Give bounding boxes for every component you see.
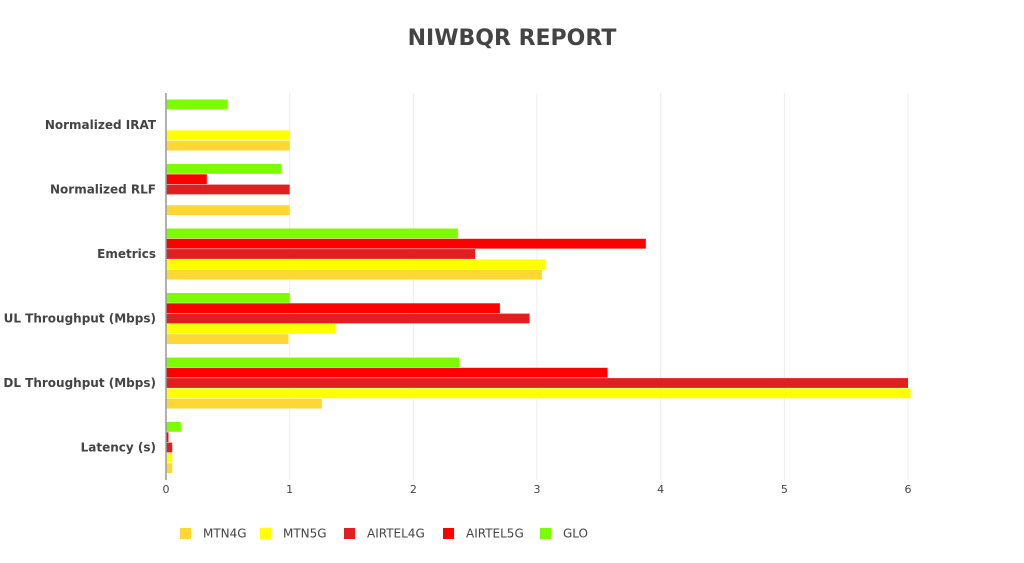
legend-label[interactable]: MTN5G — [283, 527, 327, 541]
x-tick-label: 1 — [286, 483, 293, 496]
bar — [166, 303, 500, 314]
x-tick-label: 2 — [410, 483, 417, 496]
bar — [166, 249, 476, 259]
legend-swatch[interactable] — [180, 528, 191, 539]
bar — [166, 442, 173, 453]
bar — [166, 422, 181, 432]
x-tick-label: 5 — [781, 483, 788, 496]
bar — [166, 130, 290, 141]
legend-swatch[interactable] — [540, 528, 551, 539]
bar — [166, 228, 458, 239]
bar — [166, 259, 546, 270]
bar — [166, 293, 290, 303]
y-tick-label: Emetrics — [97, 247, 156, 261]
chart-title: NIWBQR REPORT — [408, 26, 617, 51]
y-tick-label: Normalized RLF — [50, 182, 156, 196]
legend-label[interactable]: GLO — [563, 527, 588, 541]
bar — [166, 164, 282, 174]
bar — [166, 269, 542, 280]
bar — [166, 452, 173, 463]
bar — [166, 174, 207, 185]
bar — [166, 367, 608, 378]
bar — [166, 184, 290, 195]
bar — [166, 334, 289, 344]
legend-swatch[interactable] — [344, 528, 355, 539]
bar — [166, 323, 336, 334]
x-tick-label: 3 — [534, 483, 541, 496]
bar — [166, 398, 322, 409]
legend-swatch[interactable] — [260, 528, 271, 539]
bar — [166, 140, 290, 151]
bar — [166, 432, 169, 443]
y-tick-label: DL Throughput (Mbps) — [3, 376, 156, 390]
bar — [166, 463, 173, 473]
bar — [166, 378, 908, 388]
bar — [166, 313, 530, 324]
legend-swatch[interactable] — [443, 528, 454, 539]
y-tick-label: UL Throughput (Mbps) — [4, 311, 156, 325]
legend-label[interactable]: MTN4G — [203, 527, 247, 541]
bar — [166, 99, 228, 110]
x-tick-label: 4 — [657, 483, 664, 496]
y-tick-label: Normalized IRAT — [45, 118, 157, 132]
x-tick-label: 6 — [905, 483, 912, 496]
bar — [166, 205, 290, 215]
legend-label[interactable]: AIRTEL5G — [466, 527, 524, 541]
y-tick-label: Latency (s) — [81, 440, 156, 454]
legend-label[interactable]: AIRTEL4G — [367, 527, 425, 541]
bar — [166, 238, 646, 249]
x-tick-label: 0 — [163, 483, 170, 496]
bar — [166, 388, 911, 399]
bar — [166, 357, 460, 368]
